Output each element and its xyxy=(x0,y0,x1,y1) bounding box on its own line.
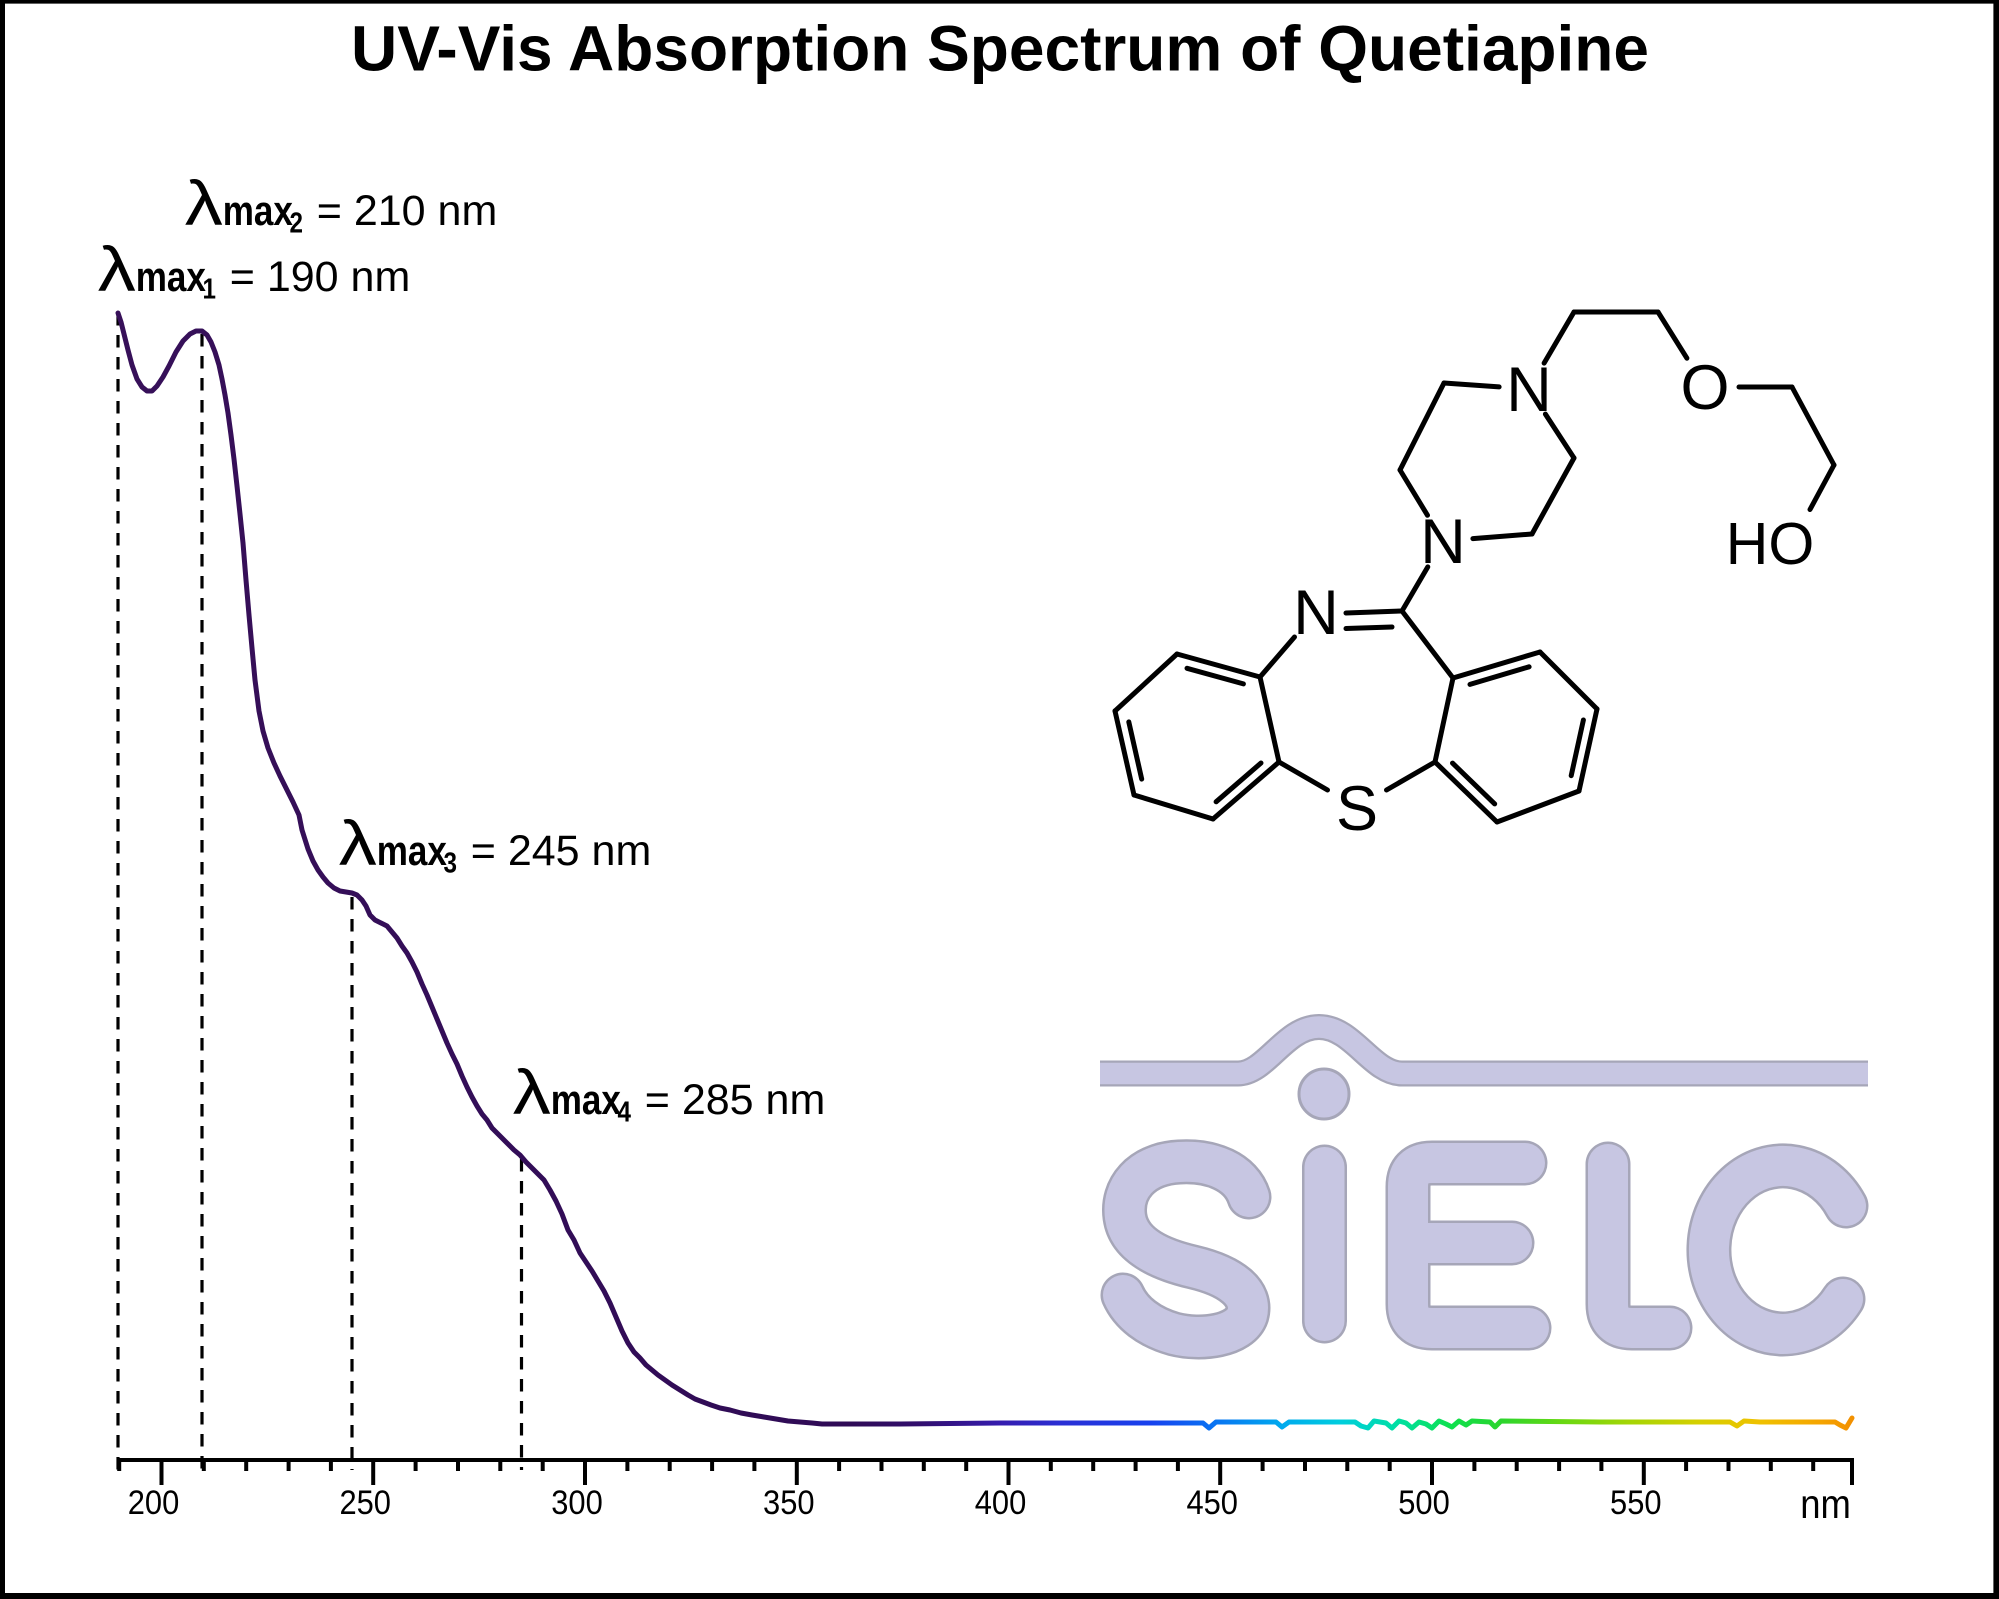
svg-text:max: max xyxy=(551,1077,622,1124)
svg-text:HO: HO xyxy=(1726,511,1815,577)
svg-text:4: 4 xyxy=(618,1095,632,1128)
svg-text:200: 200 xyxy=(128,1482,180,1521)
svg-text:550: 550 xyxy=(1610,1482,1662,1521)
svg-text:nm: nm xyxy=(1800,1482,1851,1527)
svg-text:max: max xyxy=(377,828,448,875)
svg-text:1: 1 xyxy=(203,272,217,305)
svg-text:500: 500 xyxy=(1398,1482,1450,1521)
svg-text:max: max xyxy=(223,188,294,235)
svg-text:400: 400 xyxy=(975,1482,1027,1521)
svg-text:S: S xyxy=(1336,774,1378,844)
svg-text:λ: λ xyxy=(339,808,377,878)
svg-text:λ: λ xyxy=(98,234,136,304)
svg-text:max: max xyxy=(136,254,207,301)
svg-text:= 245 nm: = 245 nm xyxy=(471,827,651,875)
svg-text:λ: λ xyxy=(513,1057,551,1127)
svg-text:2: 2 xyxy=(290,206,303,239)
svg-text:N: N xyxy=(1506,355,1552,425)
svg-text:300: 300 xyxy=(551,1482,603,1521)
svg-text:= 285 nm: = 285 nm xyxy=(645,1076,825,1124)
svg-text:450: 450 xyxy=(1186,1482,1238,1521)
svg-text:= 190 nm: = 190 nm xyxy=(230,253,410,301)
svg-text:3: 3 xyxy=(444,846,457,879)
svg-text:= 210 nm: = 210 nm xyxy=(317,187,497,235)
svg-text:350: 350 xyxy=(763,1482,815,1521)
svg-text:O: O xyxy=(1680,353,1729,423)
svg-text:λ: λ xyxy=(185,168,223,238)
svg-text:UV-Vis Absorption Spectrum of: UV-Vis Absorption Spectrum of Quetiapine xyxy=(351,13,1649,85)
svg-text:N: N xyxy=(1420,507,1466,577)
svg-text:N: N xyxy=(1293,578,1339,648)
svg-text:250: 250 xyxy=(339,1482,391,1521)
